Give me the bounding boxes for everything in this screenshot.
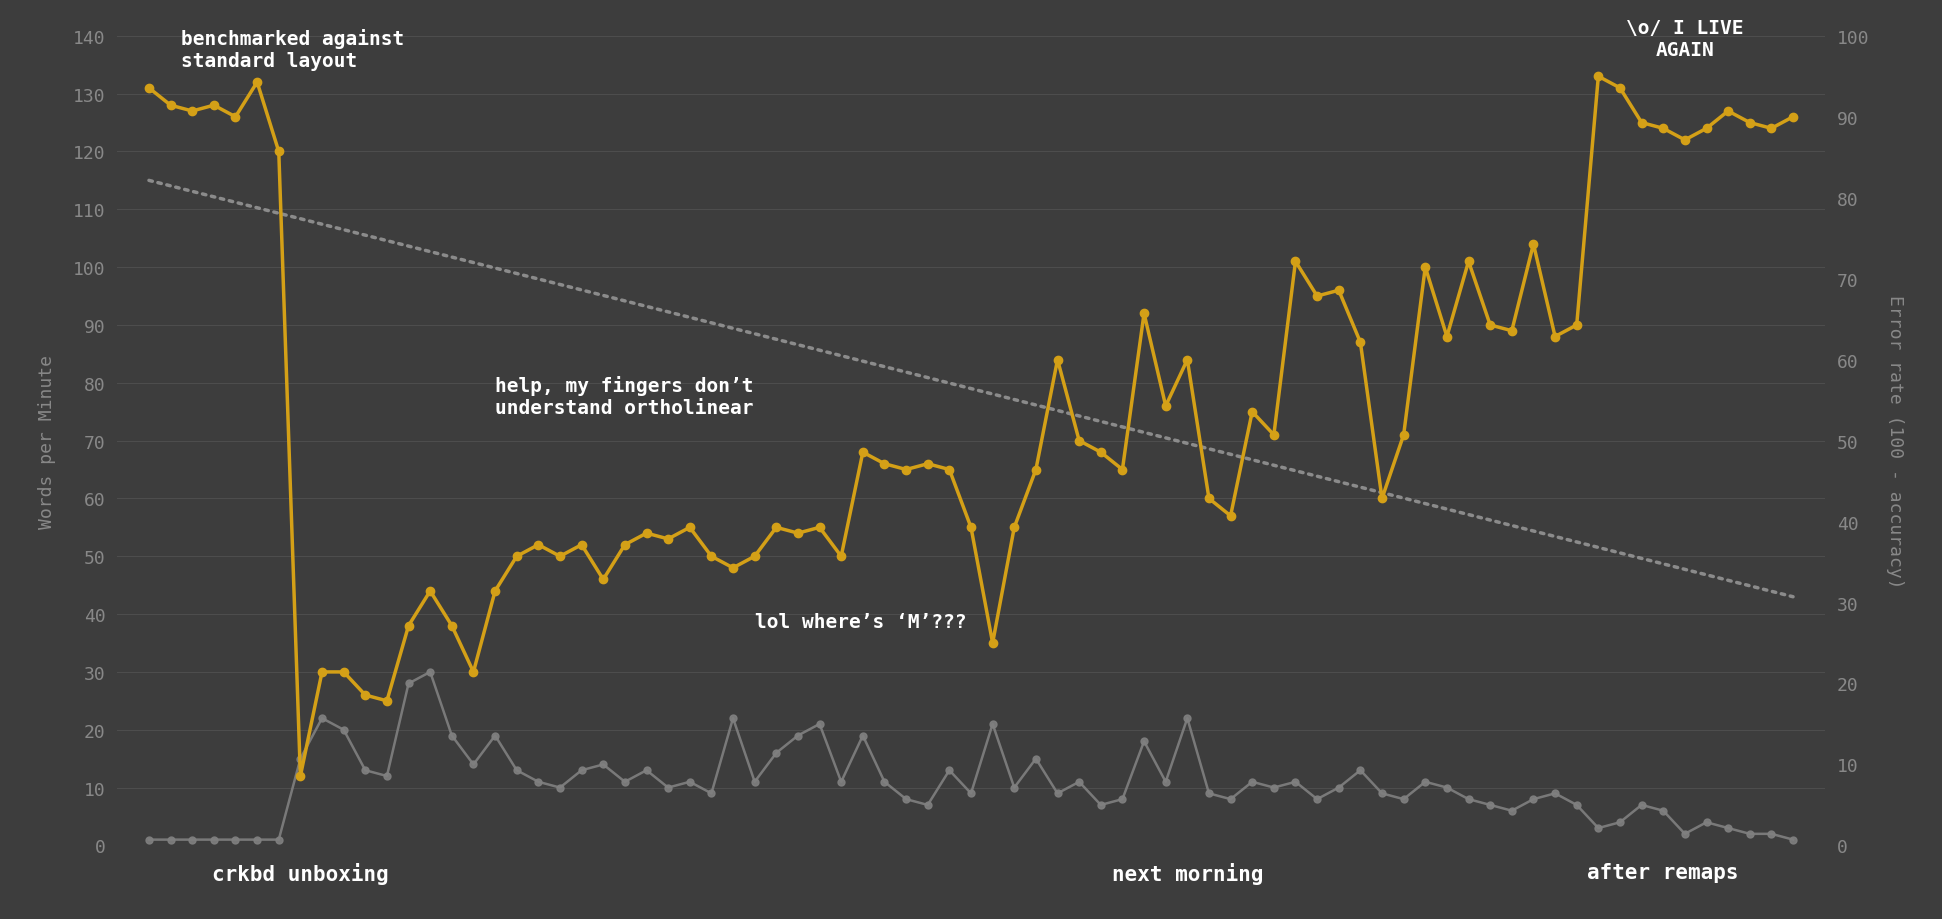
Text: \o/ I LIVE
AGAIN: \o/ I LIVE AGAIN <box>1625 19 1744 60</box>
Text: benchmarked against
standard layout: benchmarked against standard layout <box>181 29 404 72</box>
Y-axis label: Error rate (100 - accuracy): Error rate (100 - accuracy) <box>1886 294 1903 588</box>
Y-axis label: Words per Minute: Words per Minute <box>39 354 56 528</box>
Text: help, my fingers don’t
understand ortholinear: help, my fingers don’t understand orthol… <box>495 376 753 418</box>
Text: lol where’s ‘M’???: lol where’s ‘M’??? <box>755 613 967 631</box>
